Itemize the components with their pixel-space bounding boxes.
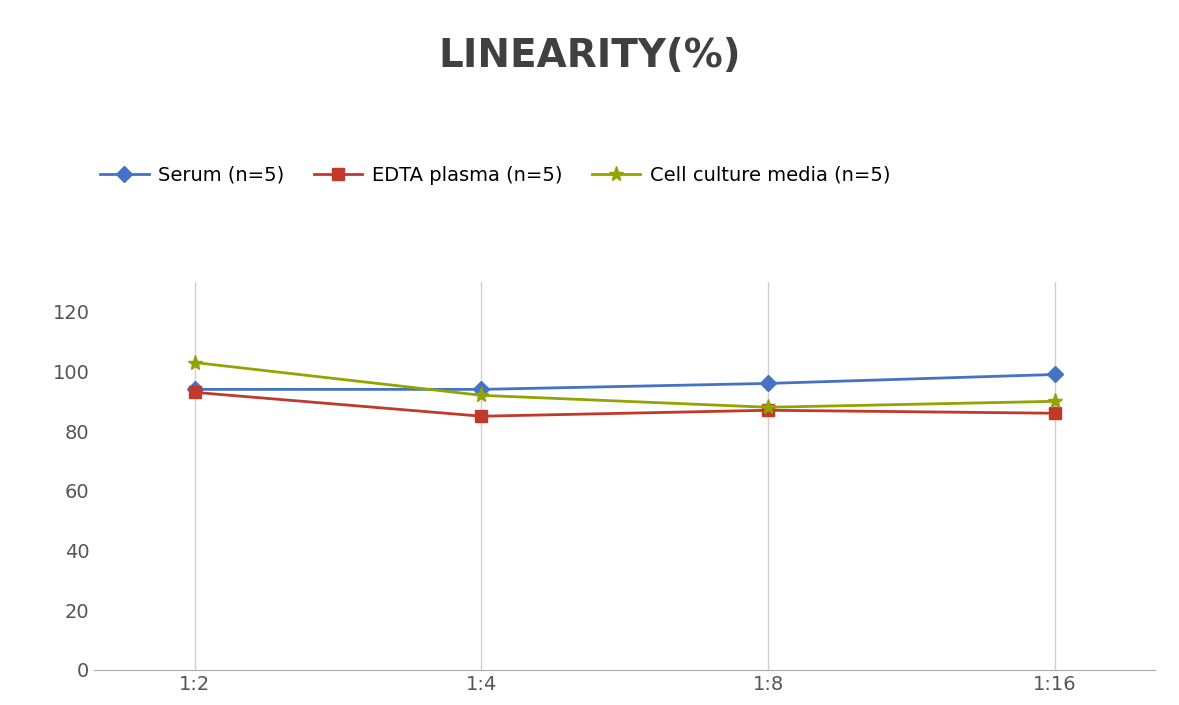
EDTA plasma (n=5) <box>474 412 488 420</box>
Cell culture media (n=5) <box>187 358 202 367</box>
Line: EDTA plasma (n=5): EDTA plasma (n=5) <box>189 387 1061 422</box>
EDTA plasma (n=5) <box>762 406 776 415</box>
Text: LINEARITY(%): LINEARITY(%) <box>439 37 740 75</box>
EDTA plasma (n=5) <box>1048 409 1062 417</box>
Serum (n=5) <box>187 385 202 393</box>
Cell culture media (n=5) <box>474 391 488 400</box>
Legend: Serum (n=5), EDTA plasma (n=5), Cell culture media (n=5): Serum (n=5), EDTA plasma (n=5), Cell cul… <box>92 158 898 192</box>
EDTA plasma (n=5) <box>187 388 202 397</box>
Serum (n=5) <box>1048 370 1062 379</box>
Line: Cell culture media (n=5): Cell culture media (n=5) <box>187 355 1062 415</box>
Serum (n=5) <box>474 385 488 393</box>
Cell culture media (n=5) <box>1048 397 1062 405</box>
Serum (n=5) <box>762 379 776 388</box>
Cell culture media (n=5) <box>762 403 776 412</box>
Line: Serum (n=5): Serum (n=5) <box>189 369 1061 395</box>
